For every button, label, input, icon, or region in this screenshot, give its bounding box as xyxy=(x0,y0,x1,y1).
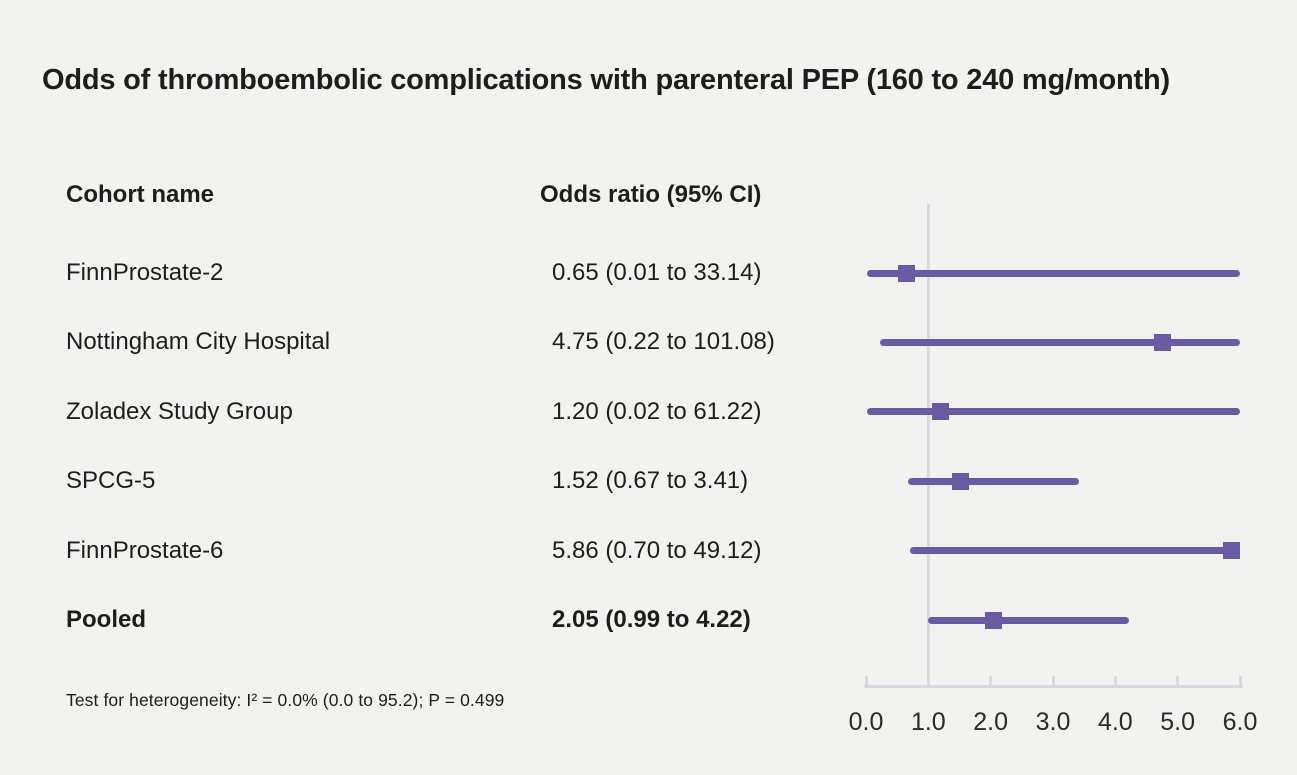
cohort-name: Nottingham City Hospital xyxy=(66,328,331,356)
x-axis-tick xyxy=(864,676,868,685)
x-axis-tick xyxy=(1051,676,1055,685)
heterogeneity-footnote: Test for heterogeneity: I² = 0.0% (0.0 t… xyxy=(66,690,505,710)
odds-ratio-marker xyxy=(952,472,970,490)
column-header-cohort-name: Cohort name xyxy=(66,181,215,208)
odds-ratio-value: 1.52 (0.67 to 3.41) xyxy=(552,467,749,495)
x-axis-tick-label: 0.0 xyxy=(848,708,884,736)
odds-ratio-marker xyxy=(1153,333,1171,351)
cohort-name: Zoladex Study Group xyxy=(66,397,293,425)
odds-ratio-value: 5.86 (0.70 to 49.12) xyxy=(552,536,762,564)
odds-ratio-marker xyxy=(898,264,916,282)
x-axis-tick xyxy=(1113,676,1117,685)
x-axis-line xyxy=(864,685,1243,688)
odds-ratio-value: 1.20 (0.02 to 61.22) xyxy=(552,397,762,425)
confidence-interval-line xyxy=(867,408,1240,416)
cohort-name: FinnProstate-2 xyxy=(66,259,224,286)
odds-ratio-marker xyxy=(1222,542,1240,560)
cohort-name: Pooled xyxy=(66,606,147,633)
x-axis-tick-label: 1.0 xyxy=(910,708,946,736)
column-header-odds-ratio: Odds ratio (95% CI) xyxy=(540,181,762,208)
confidence-interval-line xyxy=(909,547,1240,555)
reference-line-or-1 xyxy=(926,204,930,688)
confidence-interval-line xyxy=(907,477,1079,485)
confidence-interval-line xyxy=(866,269,1240,277)
odds-ratio-value: 2.05 (0.99 to 4.22) xyxy=(552,606,751,633)
x-axis-tick xyxy=(926,676,930,685)
odds-ratio-value: 0.65 (0.01 to 33.14) xyxy=(552,259,762,286)
x-axis-tick-label: 4.0 xyxy=(1097,708,1133,736)
odds-ratio-value: 4.75 (0.22 to 101.08) xyxy=(552,328,775,356)
x-axis-tick-label: 3.0 xyxy=(1035,708,1071,736)
x-axis-tick-label: 5.0 xyxy=(1160,708,1196,736)
x-axis-tick xyxy=(1238,676,1242,685)
x-axis-tick-label: 6.0 xyxy=(1222,708,1258,736)
x-axis-tick xyxy=(1176,676,1180,685)
cohort-name: SPCG-5 xyxy=(66,467,156,495)
odds-ratio-marker xyxy=(985,611,1003,629)
odds-ratio-marker xyxy=(932,403,950,421)
x-axis-tick-label: 2.0 xyxy=(973,708,1009,736)
confidence-interval-line xyxy=(879,338,1240,346)
chart-title: Odds of thromboembolic complications wit… xyxy=(42,64,1170,96)
x-axis-tick xyxy=(989,676,993,685)
confidence-interval-line xyxy=(927,616,1130,624)
cohort-name: FinnProstate-6 xyxy=(66,536,224,564)
